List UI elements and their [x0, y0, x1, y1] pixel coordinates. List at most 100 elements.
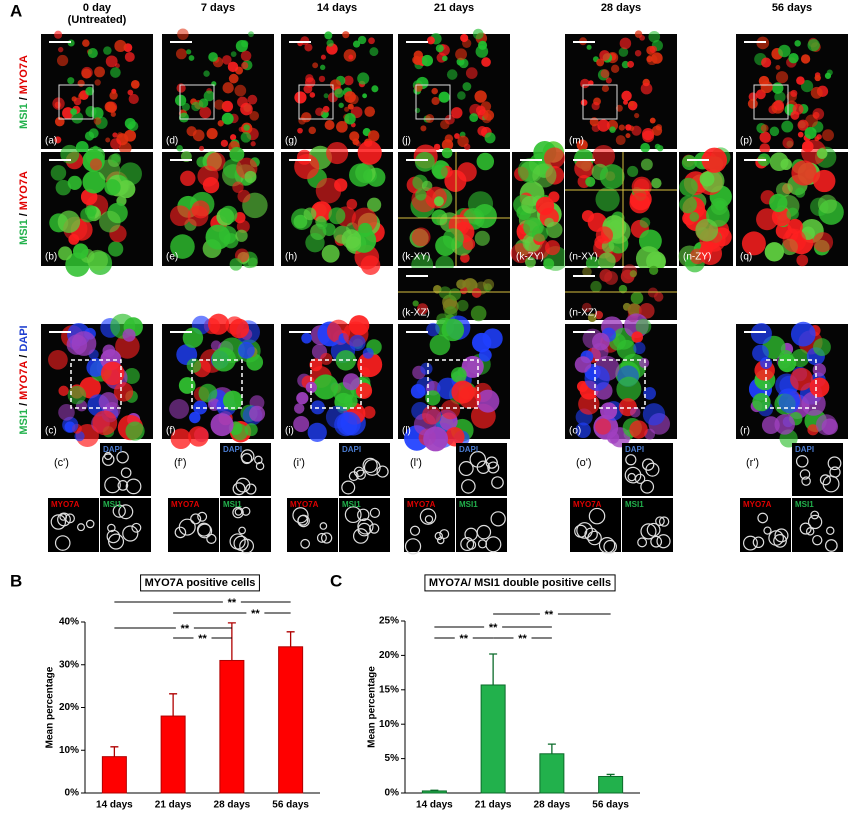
micrograph	[41, 144, 153, 277]
panel-label: (e)	[166, 252, 178, 263]
inset-cell	[190, 513, 202, 525]
cell	[445, 427, 465, 447]
cell	[357, 35, 367, 45]
error-bar	[110, 746, 119, 757]
micrograph	[162, 313, 274, 450]
cell	[700, 241, 714, 255]
cell	[293, 415, 310, 432]
row-label-part: MSI1	[18, 219, 30, 245]
column-header: 0 day	[83, 2, 112, 14]
cell	[781, 120, 794, 133]
cell	[199, 106, 212, 119]
cell	[355, 382, 373, 399]
cell	[220, 139, 229, 147]
x-tick-label: 28 days	[214, 800, 251, 811]
cell	[199, 145, 205, 151]
cell	[94, 66, 105, 78]
cell	[240, 50, 252, 62]
error-bar	[227, 622, 236, 661]
cell	[761, 57, 772, 68]
cell	[371, 85, 379, 93]
cell	[82, 170, 106, 194]
cell	[352, 138, 360, 146]
inset-cell	[588, 507, 606, 525]
panel-label: (i')	[293, 457, 305, 469]
cell	[421, 180, 433, 192]
cell	[769, 152, 789, 172]
cell	[634, 112, 640, 119]
cell	[326, 39, 334, 47]
inset-image	[622, 498, 673, 552]
cell	[315, 107, 324, 116]
cell	[595, 187, 620, 212]
cell	[474, 90, 487, 103]
cell	[455, 48, 467, 61]
cell	[230, 51, 237, 58]
cell	[649, 117, 656, 124]
cell	[305, 232, 325, 253]
cell	[460, 33, 469, 43]
cell	[426, 322, 440, 337]
cell	[741, 231, 766, 256]
cell	[433, 143, 441, 151]
cell	[421, 54, 434, 67]
cell	[81, 68, 92, 79]
cell	[441, 147, 453, 159]
cell	[423, 426, 449, 452]
error-bar	[489, 653, 498, 685]
significance-label: **	[198, 633, 207, 645]
cell	[198, 383, 218, 403]
cell	[796, 254, 809, 267]
column-header: 28 days	[601, 2, 641, 14]
inset-cell	[355, 469, 366, 480]
cell	[433, 196, 444, 207]
cell	[778, 44, 791, 58]
cell	[457, 91, 466, 100]
channel-label: MYO7A	[171, 500, 200, 509]
cell	[67, 175, 82, 190]
bar	[598, 775, 624, 794]
cell	[89, 158, 103, 171]
channel-label: DAPI	[459, 445, 478, 454]
cell	[248, 31, 254, 38]
y-tick-label: 20%	[379, 650, 399, 661]
cell	[103, 46, 112, 55]
cell	[605, 77, 612, 84]
cell	[235, 229, 248, 242]
cell	[814, 74, 821, 82]
cell	[410, 383, 426, 399]
cell	[115, 334, 140, 359]
inset-cell	[640, 479, 655, 494]
panel-label: (k-XY)	[402, 252, 430, 263]
cell	[420, 125, 427, 132]
inset-cell	[646, 522, 661, 537]
inset-cell	[363, 459, 381, 476]
cell	[635, 318, 652, 335]
cell	[791, 160, 817, 186]
micrograph	[281, 140, 393, 275]
cell	[323, 93, 329, 99]
inset-cell	[655, 516, 665, 526]
cell	[777, 353, 797, 373]
panel-label: (c)	[45, 426, 57, 437]
bar	[278, 646, 304, 794]
cell	[598, 252, 616, 271]
micrograph	[41, 313, 153, 448]
cell	[357, 140, 382, 165]
cell	[574, 158, 594, 179]
cell	[481, 57, 491, 67]
inset-cell	[461, 479, 476, 494]
cell	[247, 94, 258, 105]
cell	[599, 50, 610, 61]
inset-cell	[85, 519, 95, 529]
panel-label: (r)	[740, 426, 750, 437]
inset-cell	[104, 476, 121, 494]
cell	[457, 162, 477, 182]
y-tick-label: 10%	[59, 745, 79, 756]
cell	[309, 92, 316, 98]
micrograph	[162, 146, 274, 271]
cell	[198, 98, 209, 108]
cell	[699, 171, 715, 187]
panel-label: (f')	[174, 457, 186, 469]
x-tick-label: 14 days	[416, 800, 453, 811]
